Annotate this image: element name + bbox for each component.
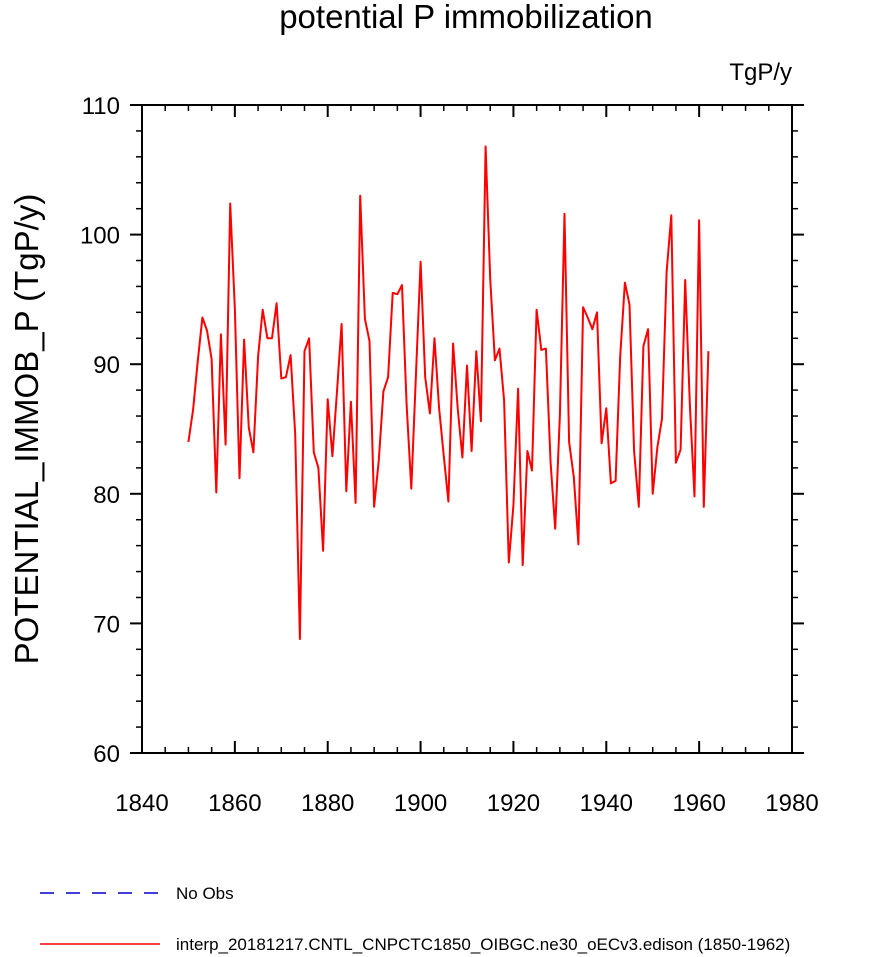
x-tick-label: 1980 <box>765 790 818 817</box>
x-tick-label: 1840 <box>115 790 168 817</box>
x-tick-label: 1900 <box>394 790 447 817</box>
legend-label-model: interp_20181217.CNTL_CNPCTC1850_OIBGC.ne… <box>176 935 790 954</box>
legend: No Obs interp_20181217.CNTL_CNPCTC1850_O… <box>40 884 790 954</box>
chart-title: potential P immobilization <box>279 0 653 35</box>
y-tick-label: 70 <box>93 611 120 638</box>
axis-tick-labels: 1840 1860 1880 1900 1920 1940 1960 1980 60 70 80 90… <box>80 93 819 817</box>
x-tick-label: 1860 <box>208 790 261 817</box>
y-tick-label: 90 <box>93 352 120 379</box>
x-tick-label: 1920 <box>487 790 540 817</box>
x-tick-label: 1940 <box>580 790 633 817</box>
units-label: TgP/y <box>729 59 792 86</box>
plot-frame <box>141 104 793 754</box>
plot-lines <box>187 145 710 640</box>
y-tick-label: 80 <box>93 482 120 509</box>
series-line-1 <box>187 145 710 640</box>
legend-label-no-obs: No Obs <box>176 884 234 903</box>
x-tick-label: 1960 <box>672 790 725 817</box>
y-axis-label: POTENTIAL_IMMOB_P (TgP/y) <box>8 194 45 665</box>
x-tick-label: 1880 <box>301 790 354 817</box>
y-tick-label: 110 <box>82 93 120 120</box>
y-tick-label: 100 <box>80 223 120 250</box>
y-tick-label: 60 <box>93 741 120 768</box>
